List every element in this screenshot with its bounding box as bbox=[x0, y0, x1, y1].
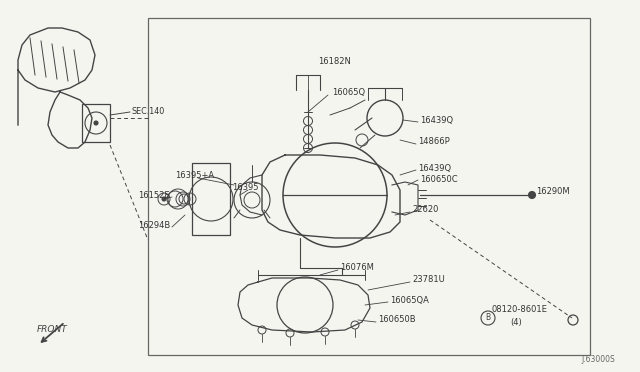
Text: 16076M: 16076M bbox=[340, 263, 374, 273]
Text: 14866P: 14866P bbox=[418, 138, 450, 147]
Text: 16290M: 16290M bbox=[536, 187, 570, 196]
Text: J.63000S: J.63000S bbox=[581, 356, 615, 365]
Text: 16395: 16395 bbox=[232, 183, 259, 192]
Circle shape bbox=[162, 197, 166, 201]
Text: 16182N: 16182N bbox=[319, 58, 351, 67]
Text: 16439Q: 16439Q bbox=[420, 115, 453, 125]
Text: SEC.140: SEC.140 bbox=[131, 108, 164, 116]
Text: 16439Q: 16439Q bbox=[418, 164, 451, 173]
Text: 16065QA: 16065QA bbox=[390, 295, 429, 305]
Text: (4): (4) bbox=[510, 317, 522, 327]
Bar bbox=[82, 104, 110, 142]
Text: 16294B: 16294B bbox=[138, 221, 170, 230]
Text: 16065Q: 16065Q bbox=[332, 87, 365, 96]
Bar bbox=[148, 18, 590, 355]
Text: B: B bbox=[485, 314, 491, 323]
Circle shape bbox=[94, 121, 98, 125]
Text: 23781U: 23781U bbox=[412, 276, 445, 285]
Text: 16395+A: 16395+A bbox=[175, 170, 214, 180]
Circle shape bbox=[529, 192, 536, 199]
Text: 22620: 22620 bbox=[412, 205, 438, 215]
Text: 08120-8601E: 08120-8601E bbox=[492, 305, 548, 314]
Text: FRONT: FRONT bbox=[36, 326, 67, 334]
Text: 160650B: 160650B bbox=[378, 315, 415, 324]
Text: 160650C: 160650C bbox=[420, 176, 458, 185]
Text: 16152E: 16152E bbox=[138, 190, 170, 199]
Bar bbox=[192, 163, 230, 235]
